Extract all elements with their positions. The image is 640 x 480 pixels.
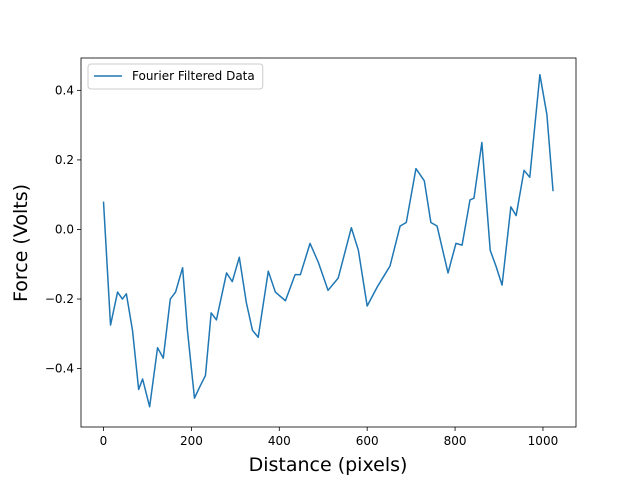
- x-tick-label: 800: [444, 434, 467, 448]
- y-tick-label: 0.4: [55, 83, 74, 97]
- y-tick-label: −0.4: [45, 362, 74, 376]
- x-axis-label: Distance (pixels): [249, 454, 408, 476]
- y-tick-label: 0.0: [55, 222, 74, 236]
- legend-box: [87, 63, 264, 90]
- y-axis-label: Force (Volts): [10, 184, 32, 302]
- x-tick-label: 0: [100, 434, 108, 448]
- plot-frame: [80, 57, 577, 428]
- x-tick-label: 1000: [528, 434, 559, 448]
- x-tick-label: 600: [356, 434, 379, 448]
- y-tick-label: 0.2: [55, 153, 74, 167]
- y-tick-label: −0.2: [45, 292, 74, 306]
- x-tick-label: 200: [180, 434, 203, 448]
- x-tick-label: 400: [268, 434, 291, 448]
- legend-label: Fourier Filtered Data: [132, 69, 255, 83]
- data-line: [102, 73, 554, 408]
